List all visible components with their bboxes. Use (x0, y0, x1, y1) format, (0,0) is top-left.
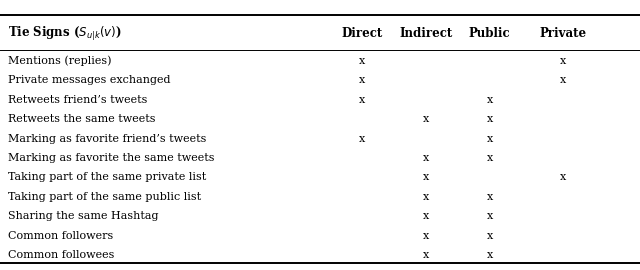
Text: x: x (422, 192, 429, 202)
Text: x: x (422, 250, 429, 260)
Text: Private: Private (540, 27, 587, 40)
Text: x: x (486, 192, 493, 202)
Text: Common followees: Common followees (8, 250, 114, 260)
Text: x: x (560, 75, 566, 85)
Text: x: x (422, 153, 429, 163)
Text: x: x (486, 133, 493, 144)
Text: x: x (358, 56, 365, 66)
Text: x: x (358, 75, 365, 85)
Text: Taking part of the same public list: Taking part of the same public list (8, 192, 201, 202)
Text: Common followers: Common followers (8, 231, 113, 241)
Text: x: x (422, 211, 429, 221)
Text: Public: Public (468, 27, 511, 40)
Text: x: x (422, 114, 429, 124)
Text: Taking part of the same private list: Taking part of the same private list (8, 172, 206, 183)
Text: x: x (486, 250, 493, 260)
Text: x: x (560, 56, 566, 66)
Text: x: x (486, 114, 493, 124)
Text: Sharing the same Hashtag: Sharing the same Hashtag (8, 211, 158, 221)
Text: x: x (560, 172, 566, 183)
Text: x: x (422, 172, 429, 183)
Text: x: x (358, 94, 365, 105)
Text: x: x (486, 231, 493, 241)
Text: Tie Signs ($S_{u|k}(v)$): Tie Signs ($S_{u|k}(v)$) (8, 25, 122, 43)
Text: Marking as favorite friend’s tweets: Marking as favorite friend’s tweets (8, 133, 206, 144)
Text: Retweets the same tweets: Retweets the same tweets (8, 114, 155, 124)
Text: Indirect: Indirect (399, 27, 452, 40)
Text: Direct: Direct (341, 27, 382, 40)
Text: x: x (358, 133, 365, 144)
Text: x: x (486, 211, 493, 221)
Text: Private messages exchanged: Private messages exchanged (8, 75, 170, 85)
Text: Mentions (replies): Mentions (replies) (8, 55, 111, 66)
Text: x: x (486, 94, 493, 105)
Text: x: x (422, 231, 429, 241)
Text: x: x (486, 153, 493, 163)
Text: Marking as favorite the same tweets: Marking as favorite the same tweets (8, 153, 214, 163)
Text: Retweets friend’s tweets: Retweets friend’s tweets (8, 94, 147, 105)
